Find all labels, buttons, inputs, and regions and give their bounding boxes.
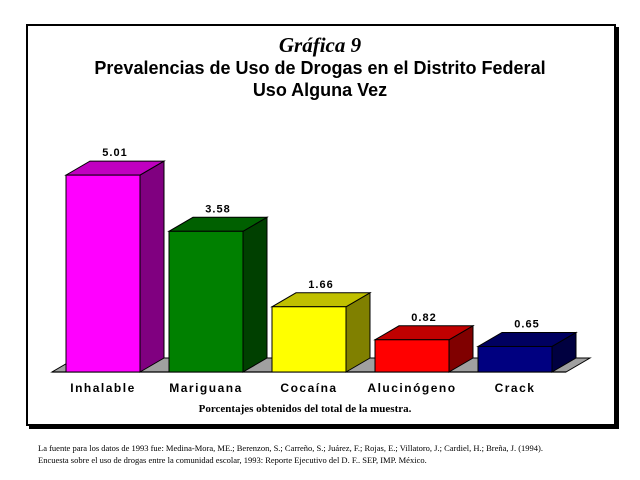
source-note-line-1: La fuente para los datos de 1993 fue: Me…	[38, 443, 543, 453]
bar	[65, 174, 141, 373]
chart-number-label: Gráfica 9	[278, 33, 362, 57]
data-label: 5.01	[102, 147, 127, 159]
source-note-line-2: Encuesta sobre el uso de drogas entre la…	[38, 455, 427, 465]
category-label: Mariguana	[169, 381, 243, 395]
x-axis-label: Porcentajes obtenidos del total de la mu…	[198, 403, 412, 415]
chart-title: Prevalencias de Uso de Drogas en el Dist…	[94, 58, 546, 78]
data-label: 3.58	[205, 203, 230, 215]
data-label: 0.82	[411, 312, 436, 324]
bar	[374, 339, 450, 373]
bar-side	[242, 216, 268, 373]
category-label: Alucinógeno	[367, 381, 456, 395]
chart-subtitle: Uso Alguna Vez	[252, 80, 388, 100]
category-label: Crack	[495, 381, 536, 395]
bar-side	[139, 160, 165, 373]
category-label: Cocaína	[280, 381, 337, 395]
data-label: 0.65	[514, 318, 539, 330]
category-label: Inhalable	[70, 381, 136, 395]
data-label: 1.66	[308, 279, 333, 291]
bar	[168, 230, 244, 373]
bar	[477, 345, 553, 373]
bar	[271, 306, 347, 373]
